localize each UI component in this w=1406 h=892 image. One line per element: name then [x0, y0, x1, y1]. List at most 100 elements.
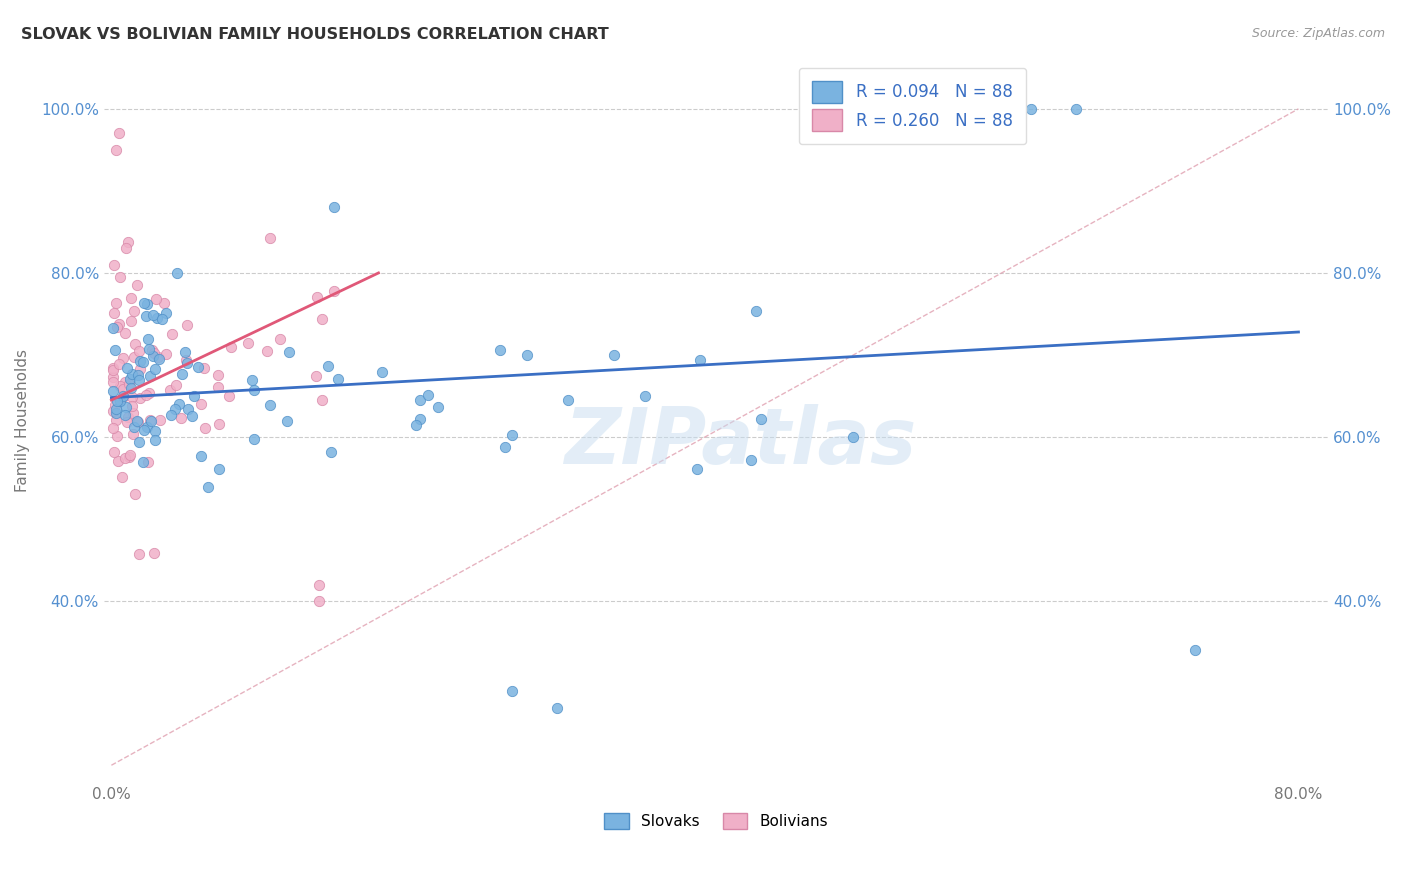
- Point: [546, 701, 568, 715]
- Point: [259, 230, 281, 244]
- Point: [114, 408, 136, 422]
- Point: [104, 295, 127, 310]
- Point: [634, 389, 657, 403]
- Point: [207, 380, 229, 394]
- Point: [145, 424, 167, 438]
- Legend: Slovaks, Bolivians: Slovaks, Bolivians: [598, 807, 834, 836]
- Point: [104, 413, 127, 427]
- Point: [114, 326, 136, 340]
- Point: [104, 398, 127, 412]
- Point: [124, 486, 146, 500]
- Point: [132, 424, 155, 438]
- Point: [1184, 643, 1206, 657]
- Point: [193, 360, 215, 375]
- Point: [122, 419, 145, 434]
- Point: [145, 362, 167, 376]
- Point: [117, 415, 139, 429]
- Point: [103, 445, 125, 459]
- Point: [108, 270, 131, 285]
- Point: [150, 311, 173, 326]
- Point: [120, 314, 142, 328]
- Point: [128, 354, 150, 368]
- Point: [115, 241, 138, 255]
- Point: [103, 306, 125, 320]
- Point: [103, 370, 125, 384]
- Point: [689, 353, 711, 368]
- Point: [307, 290, 329, 304]
- Point: [173, 345, 195, 359]
- Point: [138, 343, 160, 357]
- Point: [132, 355, 155, 369]
- Point: [557, 393, 579, 408]
- Point: [155, 306, 177, 320]
- Point: [276, 414, 298, 428]
- Point: [101, 361, 124, 376]
- Point: [278, 345, 301, 359]
- Point: [162, 326, 184, 341]
- Point: [323, 284, 346, 298]
- Point: [112, 390, 135, 404]
- Point: [114, 375, 136, 389]
- Point: [112, 389, 135, 403]
- Text: SLOVAK VS BOLIVIAN FAMILY HOUSEHOLDS CORRELATION CHART: SLOVAK VS BOLIVIAN FAMILY HOUSEHOLDS COR…: [21, 27, 609, 42]
- Point: [149, 413, 172, 427]
- Point: [101, 321, 124, 335]
- Point: [114, 401, 136, 415]
- Point: [115, 360, 138, 375]
- Point: [134, 295, 156, 310]
- Point: [122, 351, 145, 365]
- Point: [308, 578, 330, 592]
- Point: [127, 415, 149, 429]
- Point: [208, 461, 231, 475]
- Point: [129, 391, 152, 405]
- Point: [118, 448, 141, 462]
- Point: [409, 411, 432, 425]
- Point: [259, 398, 281, 412]
- Y-axis label: Family Households: Family Households: [15, 349, 30, 492]
- Point: [104, 343, 127, 357]
- Point: [128, 435, 150, 450]
- Point: [236, 336, 259, 351]
- Point: [118, 372, 141, 386]
- Point: [117, 235, 139, 249]
- Point: [128, 344, 150, 359]
- Point: [120, 381, 142, 395]
- Point: [371, 364, 394, 378]
- Point: [155, 347, 177, 361]
- Point: [111, 470, 134, 484]
- Point: [111, 382, 134, 396]
- Point: [105, 406, 128, 420]
- Point: [219, 340, 242, 354]
- Point: [148, 350, 170, 364]
- Point: [117, 409, 139, 424]
- Point: [127, 414, 149, 428]
- Text: Source: ZipAtlas.com: Source: ZipAtlas.com: [1251, 27, 1385, 40]
- Point: [193, 421, 215, 435]
- Point: [148, 351, 170, 366]
- Point: [176, 401, 198, 416]
- Point: [256, 343, 278, 358]
- Point: [105, 394, 128, 409]
- Point: [489, 343, 512, 357]
- Point: [311, 312, 333, 326]
- Point: [501, 428, 523, 442]
- Point: [127, 368, 149, 383]
- Point: [501, 684, 523, 698]
- Point: [159, 383, 181, 397]
- Point: [187, 359, 209, 374]
- Point: [167, 397, 190, 411]
- Point: [176, 318, 198, 332]
- Point: [145, 292, 167, 306]
- Point: [142, 308, 165, 322]
- Point: [117, 376, 139, 391]
- Point: [172, 368, 194, 382]
- Point: [122, 304, 145, 318]
- Text: ZIPatlas: ZIPatlas: [564, 404, 917, 480]
- Point: [165, 378, 187, 392]
- Point: [166, 267, 188, 281]
- Point: [269, 332, 291, 346]
- Point: [103, 258, 125, 272]
- Point: [516, 348, 538, 362]
- Point: [686, 462, 709, 476]
- Point: [240, 373, 263, 387]
